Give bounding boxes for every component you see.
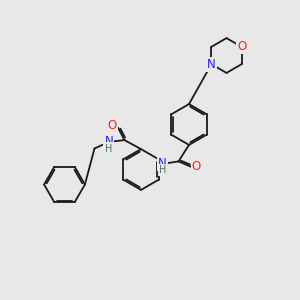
Text: O: O bbox=[237, 40, 246, 53]
Text: N: N bbox=[158, 157, 167, 170]
Text: O: O bbox=[192, 160, 201, 173]
Text: H: H bbox=[105, 143, 112, 154]
Text: O: O bbox=[108, 119, 117, 132]
Text: N: N bbox=[207, 58, 216, 71]
Text: N: N bbox=[104, 135, 113, 148]
Text: H: H bbox=[159, 165, 166, 176]
